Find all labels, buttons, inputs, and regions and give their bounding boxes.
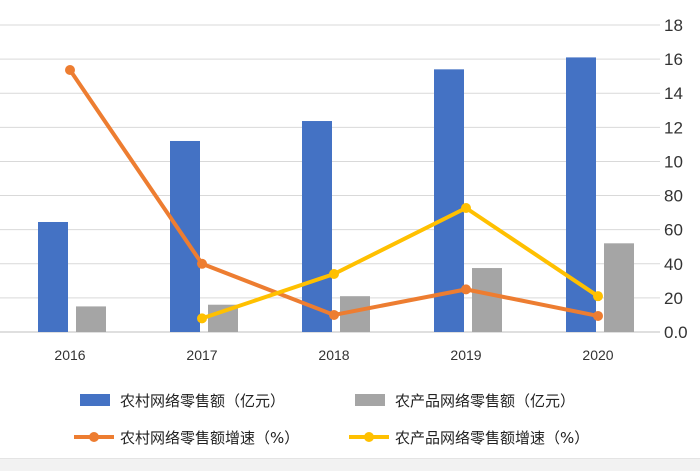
x-tick-label: 2019 [450, 347, 481, 363]
y-tick-label: 0.0 [664, 323, 688, 342]
y-tick-label: 80 [664, 187, 683, 206]
data-point [461, 284, 471, 295]
data-point [593, 310, 603, 321]
y-tick-label: 10 [664, 152, 683, 171]
x-tick-label: 2018 [318, 347, 349, 363]
bar-rural-retail [302, 121, 332, 332]
bar-rural-retail [38, 221, 68, 332]
y-tick-label: 60 [664, 221, 683, 240]
legend-label: 农村网络零售额增速（%） [120, 429, 299, 447]
series-line [201, 206, 600, 321]
data-point [329, 309, 339, 320]
legend-label: 农产品网络零售额（亿元） [395, 392, 575, 410]
data-point [593, 291, 603, 302]
data-point [197, 313, 207, 324]
y-tick-label: 18 [664, 16, 683, 35]
y-tick-label: 12 [664, 118, 683, 137]
bar-rural-retail [434, 69, 464, 332]
legend-label: 农村网络零售额（亿元） [120, 392, 285, 410]
legend-swatch [355, 394, 385, 406]
bar-agri-retail [472, 268, 502, 332]
bar-agri-retail [76, 306, 106, 332]
x-tick-label: 2020 [582, 347, 613, 363]
x-tick-label: 2017 [186, 347, 217, 363]
legend-marker [89, 432, 99, 442]
y-tick-label: 16 [664, 50, 683, 69]
legend-swatch [80, 394, 110, 406]
legend-marker [364, 432, 374, 442]
data-point [197, 258, 207, 269]
data-point [65, 65, 75, 76]
data-point [461, 203, 471, 214]
series-line [68, 68, 599, 318]
y-tick-label: 14 [664, 84, 683, 103]
y-tick-label: 40 [664, 255, 683, 274]
bottom-band [0, 458, 700, 471]
data-point [329, 269, 339, 280]
x-tick-label: 2016 [54, 347, 85, 363]
bar-agri-retail [604, 243, 634, 332]
legend-label: 农产品网络零售额增速（%） [395, 429, 589, 447]
y-tick-label: 20 [664, 289, 683, 308]
